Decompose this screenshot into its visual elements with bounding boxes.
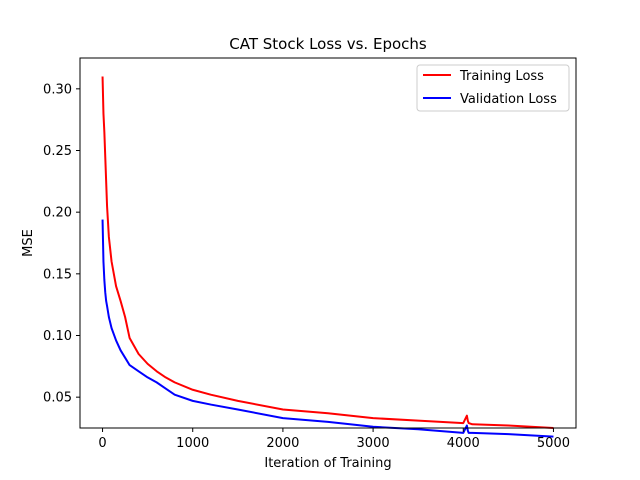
series-line-training-loss [101, 76, 554, 429]
y-tick-label: 0.05 [43, 391, 72, 406]
x-tick-label: 4000 [447, 436, 480, 451]
y-tick-label: 0.15 [43, 267, 72, 282]
y-axis: 0.05 0.10 0.15 0.20 0.25 0.30 [43, 82, 80, 406]
y-tick-label: 0.25 [43, 144, 72, 159]
series-line-validation-loss [101, 219, 554, 438]
y-tick-label: 0.20 [43, 206, 72, 221]
legend: Training Loss Validation Loss [416, 64, 570, 112]
x-axis-label: Iteration of Training [264, 456, 391, 471]
x-axis: 0 1000 2000 3000 4000 5000 [98, 428, 570, 451]
y-tick-label: 0.10 [43, 329, 72, 344]
y-axis-label: MSE [21, 229, 36, 257]
legend-label-training-loss: Training Loss [459, 69, 544, 84]
chart-title: CAT Stock Loss vs. Epochs [229, 35, 427, 53]
x-tick-label: 0 [98, 436, 106, 451]
plot-frame [79, 57, 577, 429]
legend-box [416, 64, 570, 112]
x-tick-label: 2000 [266, 436, 299, 451]
y-tick-label: 0.30 [43, 82, 72, 97]
legend-label-validation-loss: Validation Loss [460, 92, 557, 107]
x-tick-label: 3000 [357, 436, 390, 451]
x-tick-label: 5000 [537, 436, 570, 451]
plot-area [101, 76, 554, 438]
x-tick-label: 1000 [176, 436, 209, 451]
